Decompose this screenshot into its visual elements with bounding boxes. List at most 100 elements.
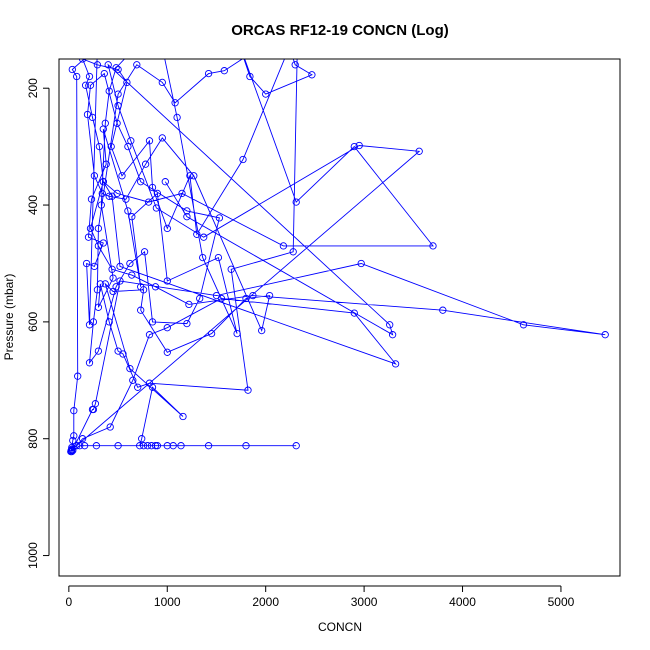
data-point bbox=[69, 436, 77, 445]
data-point bbox=[246, 72, 254, 81]
data-point bbox=[141, 160, 150, 168]
data-point bbox=[148, 383, 157, 391]
data-point bbox=[88, 113, 97, 122]
data-point bbox=[350, 142, 358, 151]
data-point bbox=[158, 134, 166, 142]
data-point bbox=[148, 183, 157, 192]
data-point bbox=[163, 324, 171, 332]
data-point bbox=[215, 214, 224, 222]
data-point bbox=[85, 359, 94, 367]
data-point bbox=[97, 201, 105, 209]
data-point bbox=[105, 192, 113, 200]
data-point bbox=[144, 198, 153, 206]
series-line bbox=[70, 59, 606, 452]
data-point bbox=[108, 192, 116, 200]
data-point bbox=[196, 294, 204, 303]
data-point bbox=[89, 318, 98, 326]
data-point bbox=[105, 318, 113, 326]
data-point bbox=[136, 442, 144, 450]
data-point bbox=[183, 319, 191, 328]
data-point bbox=[99, 178, 107, 186]
data-point bbox=[415, 147, 423, 155]
data-point bbox=[429, 242, 437, 250]
data-point bbox=[163, 442, 171, 450]
data-point bbox=[82, 259, 91, 268]
data-point bbox=[292, 442, 300, 450]
data-point bbox=[137, 178, 145, 186]
data-point bbox=[91, 400, 100, 408]
data-point bbox=[207, 329, 216, 338]
data-point bbox=[137, 306, 145, 314]
data-point bbox=[161, 178, 169, 186]
data-point bbox=[94, 224, 103, 233]
y-tick-label: 600 bbox=[26, 312, 40, 332]
data-point bbox=[68, 443, 76, 452]
x-axis: 0 1000 2000 3000 4000 5000 bbox=[65, 585, 575, 609]
data-point bbox=[68, 65, 76, 74]
data-point bbox=[128, 271, 136, 279]
x-tick-label: 2000 bbox=[252, 595, 279, 609]
data-point bbox=[178, 189, 186, 198]
data-point bbox=[386, 321, 394, 329]
y-axis-label: Pressure (mbar) bbox=[2, 274, 16, 361]
data-point bbox=[242, 294, 250, 303]
data-point bbox=[86, 81, 95, 89]
data-point bbox=[70, 432, 78, 440]
data-point bbox=[93, 61, 102, 69]
data-point bbox=[183, 213, 191, 221]
data-point bbox=[96, 280, 104, 288]
data-point bbox=[67, 446, 75, 455]
data-point bbox=[134, 383, 142, 391]
series-layer bbox=[67, 59, 609, 456]
data-point bbox=[94, 242, 103, 250]
data-point bbox=[114, 442, 122, 450]
data-point bbox=[147, 442, 156, 450]
data-point bbox=[106, 423, 114, 431]
data-point bbox=[90, 262, 99, 271]
y-axis: 200 400 600 800 1000 bbox=[26, 78, 50, 569]
y-tick-label: 400 bbox=[26, 195, 40, 215]
x-tick-label: 4000 bbox=[449, 595, 476, 609]
data-point bbox=[292, 198, 300, 206]
data-point bbox=[171, 99, 179, 107]
data-point bbox=[439, 306, 447, 314]
x-axis-label: CONCN bbox=[318, 620, 362, 634]
data-point bbox=[95, 142, 104, 151]
data-point bbox=[140, 248, 149, 256]
data-point bbox=[124, 142, 132, 151]
data-point bbox=[85, 72, 94, 81]
data-point bbox=[151, 442, 160, 450]
data-point bbox=[73, 72, 81, 81]
data-point bbox=[169, 442, 177, 450]
data-point bbox=[73, 442, 81, 450]
chart-title: ORCAS RF12-19 CONCN (Log) bbox=[231, 22, 449, 39]
data-point bbox=[143, 442, 152, 450]
data-point bbox=[193, 230, 201, 238]
data-point bbox=[145, 331, 154, 339]
data-point bbox=[519, 321, 528, 329]
data-point bbox=[220, 67, 228, 75]
data-point bbox=[84, 233, 93, 241]
data-point bbox=[78, 59, 87, 63]
data-point bbox=[139, 286, 148, 294]
data-point bbox=[179, 412, 187, 421]
data-point bbox=[112, 64, 120, 72]
data-point bbox=[104, 61, 112, 69]
data-point bbox=[107, 142, 115, 151]
data-point bbox=[214, 253, 223, 262]
data-point bbox=[262, 90, 270, 98]
y-tick-label: 1000 bbox=[26, 542, 40, 569]
data-point bbox=[114, 65, 122, 74]
data-point bbox=[81, 81, 90, 89]
data-point bbox=[126, 259, 134, 268]
data-point bbox=[86, 224, 95, 233]
data-point bbox=[114, 90, 122, 98]
data-point bbox=[138, 435, 146, 443]
data-point bbox=[279, 242, 288, 250]
y-tick-label: 200 bbox=[26, 78, 40, 98]
data-point bbox=[93, 286, 102, 294]
data-point bbox=[109, 274, 117, 282]
data-point bbox=[124, 207, 132, 215]
